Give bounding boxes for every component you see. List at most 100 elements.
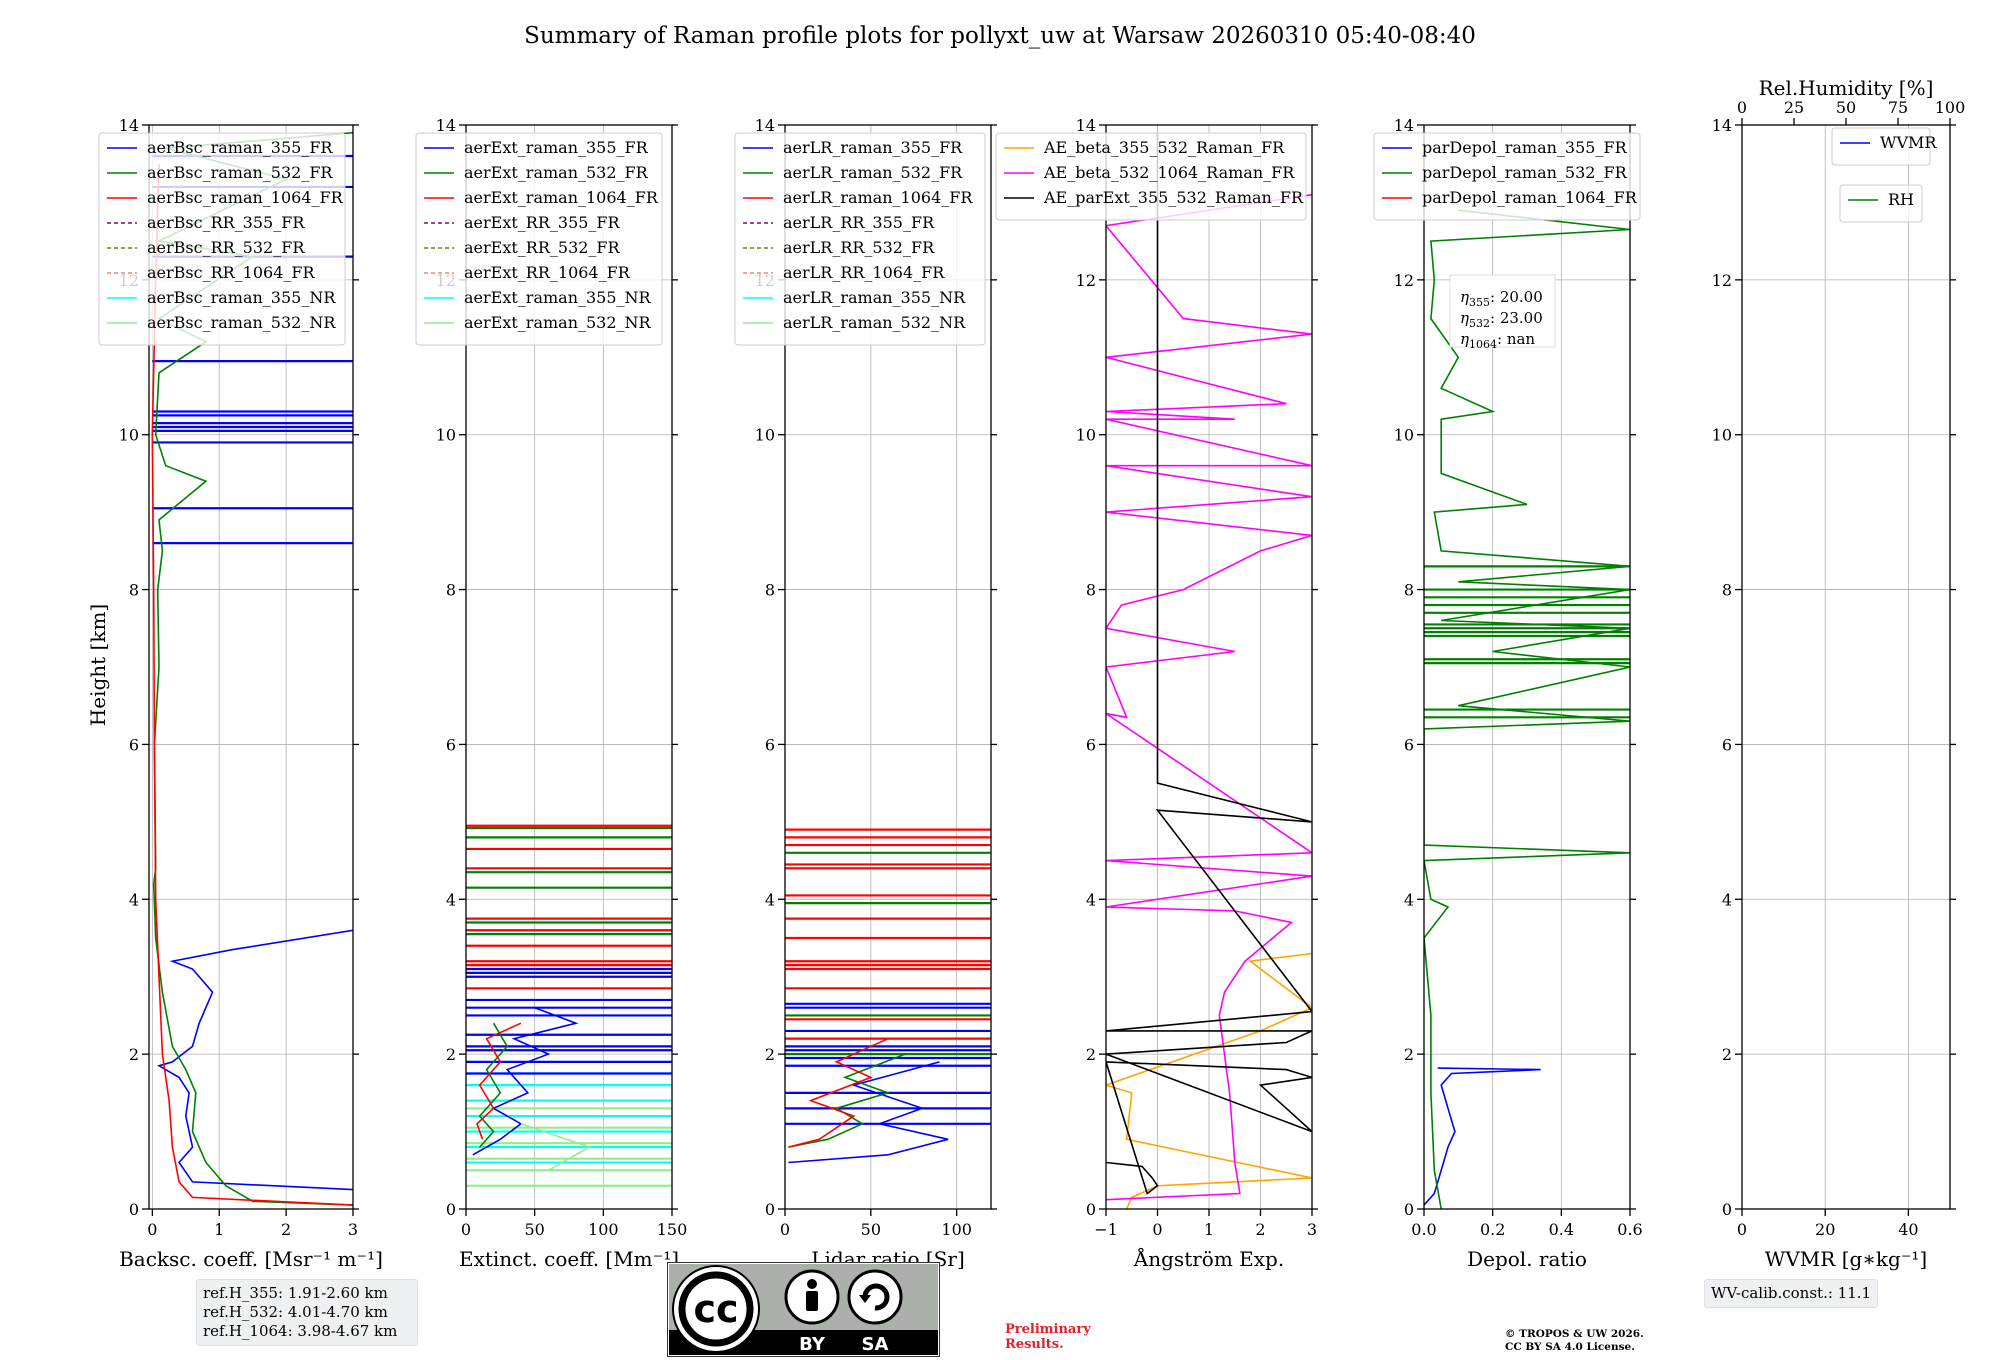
legend-frame xyxy=(1373,132,1641,221)
legend-label: aerExt_raman_1064_FR xyxy=(464,188,659,207)
x-tick-label: 20 xyxy=(1815,1220,1835,1239)
x-tick-label: 0 xyxy=(147,1220,157,1239)
eta-subscript: 1064 xyxy=(1469,338,1497,351)
x-tick-label: 1 xyxy=(214,1220,224,1239)
x-tick-label: 0.0 xyxy=(1411,1220,1436,1239)
y-tick-label: 4 xyxy=(1404,890,1414,909)
eta-symbol: η xyxy=(1460,309,1469,327)
legend-label: aerBsc_raman_532_FR xyxy=(147,163,333,182)
copyright-line-2: CC BY SA 4.0 License. xyxy=(1505,1341,1635,1353)
y-tick-label: 6 xyxy=(129,735,139,754)
y-tick-label: 0 xyxy=(765,1200,775,1219)
legend: AE_beta_355_532_Raman_FR AE_beta_532_1064… xyxy=(995,132,1307,221)
legend-label: aerBsc_RR_355_FR xyxy=(147,213,305,232)
series-line xyxy=(788,1037,889,1148)
legend-label: aerBsc_raman_532_NR xyxy=(147,313,336,332)
data-layer xyxy=(1424,209,1630,1209)
legend-label: aerBsc_RR_532_FR xyxy=(147,238,305,257)
share-alike-icon-arrow xyxy=(859,1295,871,1303)
y-tick-label: 14 xyxy=(1394,116,1414,135)
legend-label: aerLR_raman_532_NR xyxy=(783,313,966,332)
legend-frame xyxy=(1831,127,1931,166)
y-tick-label: 2 xyxy=(765,1045,775,1064)
x-tick-label: 1 xyxy=(1204,1220,1214,1239)
top-x-tick-label: 75 xyxy=(1888,98,1908,117)
series-line xyxy=(520,1123,592,1171)
y-tick-label: 12 xyxy=(1394,271,1414,290)
y-tick-label: 4 xyxy=(1086,890,1096,909)
share-alike-icon xyxy=(847,1269,903,1325)
y-tick-label: 8 xyxy=(765,581,775,600)
legend-label: aerLR_raman_355_FR xyxy=(783,138,963,157)
x-tick-label: 100 xyxy=(941,1220,972,1239)
x-tick-label: 0 xyxy=(461,1220,471,1239)
legend-frame xyxy=(98,132,346,346)
cc-logo-ring xyxy=(678,1271,754,1347)
x-axis-label: Ångström Exp. xyxy=(1133,1246,1284,1271)
top-x-tick-label: 0 xyxy=(1737,98,1747,117)
legend-label: aerExt_RR_532_FR xyxy=(464,238,621,257)
y-tick-label: 8 xyxy=(1086,581,1096,600)
axes-frame xyxy=(1423,124,1631,1210)
y-tick-label: 6 xyxy=(765,735,775,754)
legend-label: parDepol_raman_1064_FR xyxy=(1422,188,1638,207)
x-axis-label: Backsc. coeff. [Msr⁻¹ m⁻¹] xyxy=(119,1247,383,1271)
legend: RH xyxy=(1839,184,1923,223)
x-tick-label: 40 xyxy=(1898,1220,1918,1239)
attribution-icon-body xyxy=(806,1291,818,1311)
wv-calibration-box: WV-calib.const.: 11.1 xyxy=(1704,1279,1879,1308)
legend-label: RH xyxy=(1888,190,1914,209)
y-tick-label: 4 xyxy=(1722,890,1732,909)
eta-line: η1064: nan xyxy=(1460,330,1535,351)
x-axis-label: Depol. ratio xyxy=(1467,1247,1587,1271)
preliminary-line-1: Preliminary xyxy=(1005,1322,1091,1337)
legend-frame xyxy=(995,132,1307,221)
legend-label: aerLR_RR_532_FR xyxy=(783,238,935,257)
top-x-tick-label: 50 xyxy=(1836,98,1856,117)
y-axis-label: Height [km] xyxy=(86,604,110,726)
x-tick-label: 0.6 xyxy=(1617,1220,1642,1239)
series-line xyxy=(478,1022,509,1148)
y-tick-label: 0 xyxy=(1404,1200,1414,1219)
axes-frame xyxy=(148,124,354,1210)
series-line xyxy=(1424,1067,1541,1206)
y-tick-label: 8 xyxy=(1404,581,1414,600)
x-tick-label: 2 xyxy=(281,1220,291,1239)
subplot-lr: 02468101214050100Lidar ratio [Sr]aerLR_r… xyxy=(734,116,997,1271)
legend-label: aerLR_RR_1064_FR xyxy=(783,263,945,282)
legend-label: aerExt_raman_532_NR xyxy=(464,313,652,332)
legend-label: aerLR_raman_1064_FR xyxy=(783,188,973,207)
legend-label: aerBsc_raman_355_FR xyxy=(147,138,333,157)
eta-value: : 23.00 xyxy=(1490,309,1543,327)
series-line xyxy=(156,929,353,1191)
eta-line: η355: 20.00 xyxy=(1460,288,1543,309)
x-tick-label: 0.4 xyxy=(1549,1220,1574,1239)
y-tick-label: 0 xyxy=(1722,1200,1732,1219)
top-x-tick-label: 100 xyxy=(1935,98,1966,117)
y-tick-label: 6 xyxy=(1404,735,1414,754)
series-line xyxy=(1106,132,1312,1195)
y-tick-label: 10 xyxy=(1712,426,1732,445)
y-tick-label: 2 xyxy=(1722,1045,1732,1064)
data-layer xyxy=(1106,132,1312,1209)
series-line xyxy=(151,163,353,1206)
legend-frame xyxy=(415,132,663,346)
legend-label: aerExt_RR_1064_FR xyxy=(464,263,631,282)
x-tick-label: 50 xyxy=(524,1220,544,1239)
cc-sa-label: SA xyxy=(862,1334,889,1355)
x-tick-label: 0 xyxy=(1152,1220,1162,1239)
legend: aerExt_raman_355_FR aerExt_raman_532_FRae… xyxy=(415,132,663,346)
cc-logo-text: cc xyxy=(693,1287,738,1331)
eta-value: : nan xyxy=(1497,330,1535,348)
y-tick-label: 12 xyxy=(1712,271,1732,290)
data-layer xyxy=(466,824,672,1187)
legend-label: AE_beta_355_532_Raman_FR xyxy=(1043,138,1285,157)
y-tick-label: 2 xyxy=(1404,1045,1414,1064)
y-tick-label: 6 xyxy=(1722,735,1732,754)
wv-calibration-constant: WV-calib.const.: 11.1 xyxy=(1711,1284,1872,1302)
figure-title: Summary of Raman profile plots for polly… xyxy=(524,23,1476,49)
x-tick-label: 0 xyxy=(780,1220,790,1239)
